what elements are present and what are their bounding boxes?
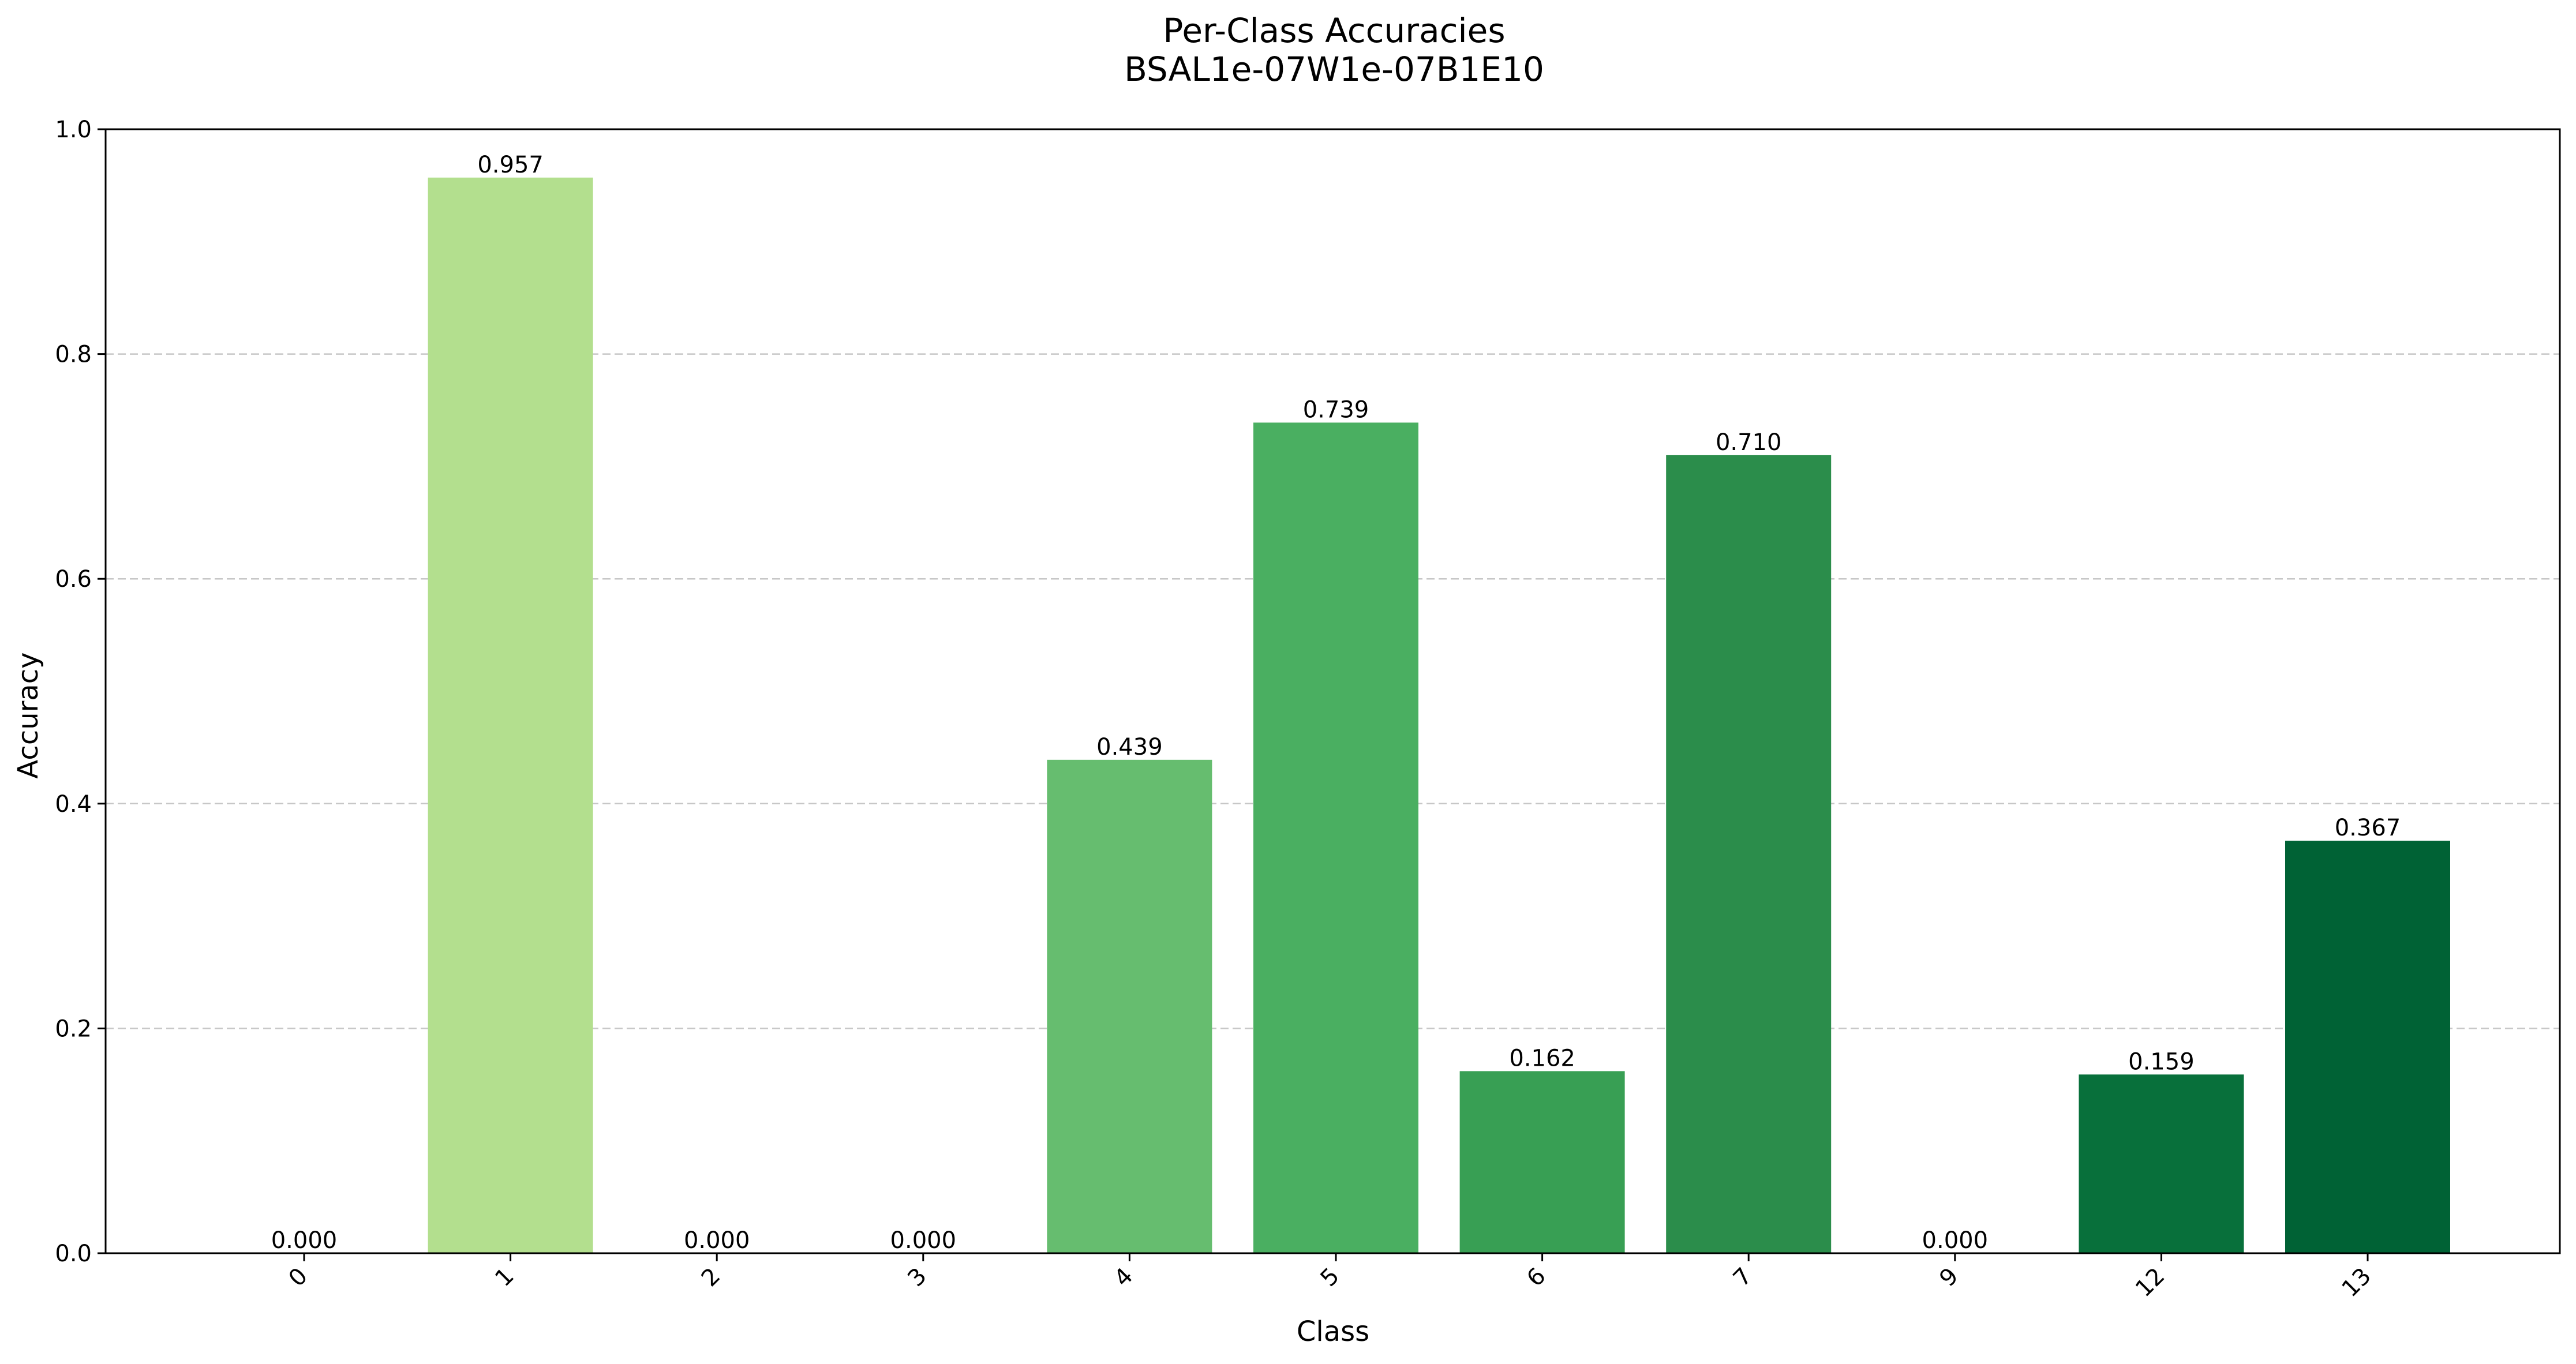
bar-value-label: 0.000 (1922, 1227, 1989, 1254)
bar-class-1 (428, 177, 593, 1253)
bar-class-4 (1047, 759, 1212, 1253)
x-tick-label: 13 (2337, 1263, 2377, 1303)
bar-value-label: 0.367 (2335, 815, 2401, 841)
bar-value-label: 0.000 (271, 1227, 338, 1254)
bar-value-label: 0.710 (1716, 429, 1782, 456)
bar-value-label: 0.739 (1303, 396, 1369, 423)
x-tick-label: 0 (284, 1263, 313, 1292)
y-tick-label: 1.0 (55, 117, 92, 143)
chart-subtitle: BSAL1e-07W1e-07B1E10 (1124, 50, 1544, 89)
y-tick-label: 0.2 (55, 1015, 92, 1042)
y-tick-label: 0.4 (55, 791, 92, 818)
bar-class-12 (2079, 1074, 2244, 1253)
y-axis-label: Accuracy (12, 652, 44, 778)
x-tick-label: 1 (490, 1263, 519, 1292)
bar-class-6 (1459, 1071, 1625, 1253)
bar-class-5 (1253, 422, 1418, 1253)
y-axis-ticks: 0.0 0.2 0.4 0.6 0.8 1.0 (55, 117, 106, 1267)
bar-value-label: 0.439 (1096, 734, 1163, 760)
x-tick-label: 7 (1728, 1263, 1758, 1292)
x-axis-label: Class (1297, 1316, 1369, 1348)
data-labels: 0.000 0.957 0.000 0.000 0.439 0.739 0.162 0.710… (271, 152, 2401, 1254)
bar-value-label: 0.159 (2128, 1048, 2195, 1075)
bars (428, 177, 2450, 1254)
x-axis-ticks: 0 1 2 3 4 5 6 7 9 12 13 (284, 1253, 2377, 1303)
bar-value-label: 0.957 (477, 152, 544, 178)
chart-title: Per-Class Accuracies (1163, 11, 1505, 50)
x-tick-label: 9 (1934, 1263, 1964, 1292)
x-tick-label: 6 (1522, 1263, 1551, 1292)
x-tick-label: 12 (2131, 1263, 2170, 1303)
x-tick-label: 2 (697, 1263, 726, 1292)
bar-class-7 (1666, 455, 1832, 1254)
bar-class-13 (2285, 841, 2450, 1253)
y-tick-label: 0.6 (55, 566, 92, 593)
y-tick-label: 0.0 (55, 1241, 92, 1267)
x-tick-label: 4 (1109, 1263, 1139, 1292)
x-tick-label: 5 (1316, 1263, 1345, 1292)
x-tick-label: 3 (903, 1263, 932, 1292)
y-tick-label: 0.8 (55, 342, 92, 368)
plot-frame (104, 128, 2561, 1254)
bar-value-label: 0.000 (684, 1227, 750, 1254)
bar-value-label: 0.162 (1509, 1045, 1575, 1071)
bar-value-label: 0.000 (890, 1227, 957, 1254)
